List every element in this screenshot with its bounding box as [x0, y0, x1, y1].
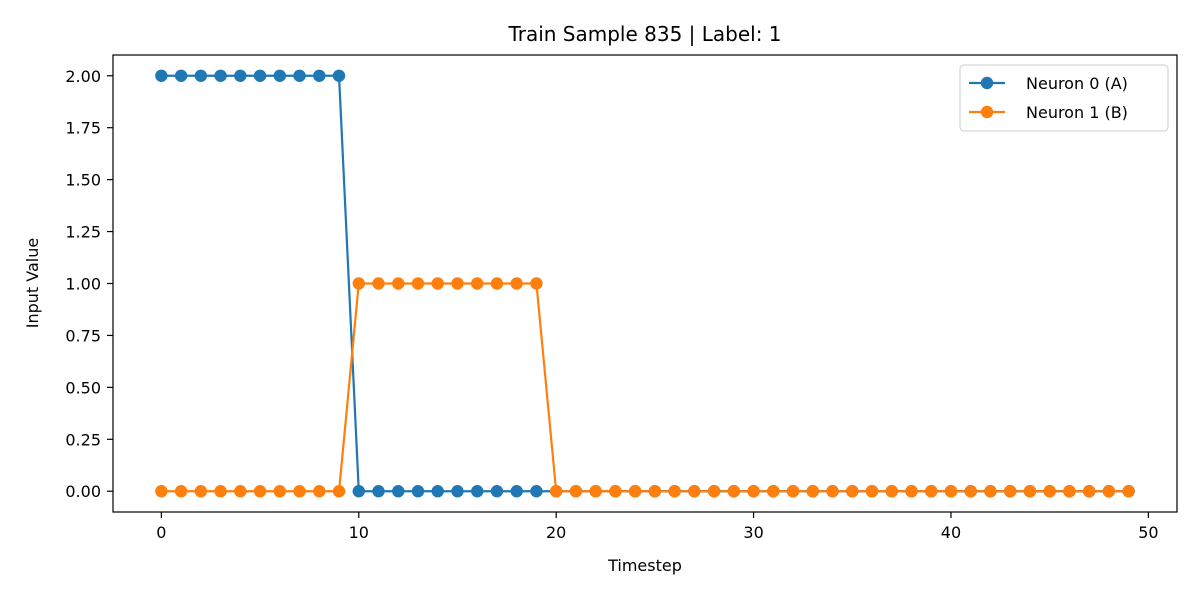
series-1-point	[727, 485, 741, 498]
series-0-point	[392, 485, 405, 498]
series-0-point	[332, 69, 346, 82]
series-1-point	[609, 485, 622, 498]
series-1-point	[490, 277, 504, 290]
y-tick-label: 1.75	[65, 119, 101, 138]
series-1-point	[411, 277, 425, 290]
y-tick-label: 1.25	[65, 223, 101, 242]
series-0-point	[451, 485, 464, 498]
x-tick-label: 0	[156, 523, 166, 542]
series-1-point	[826, 485, 839, 498]
series-1-point	[431, 277, 444, 290]
series-1-point	[688, 485, 701, 498]
series-1-point	[1063, 485, 1076, 498]
series-1-point	[510, 277, 523, 290]
series-1-point	[944, 485, 958, 498]
series-line-1	[161, 282, 1129, 493]
series-1-point	[865, 485, 879, 498]
axes: 0 10 20 30 40 50 0.00 0.25 0.50 0.75 1.00 1.25 1.50 1…	[65, 54, 1178, 542]
y-tick-label: 0.00	[65, 482, 101, 501]
series-1-point	[174, 485, 188, 498]
series-1-point	[234, 485, 247, 498]
y-tick-label: 1.50	[65, 171, 101, 190]
series-1-point	[806, 485, 819, 498]
series-1-point	[293, 485, 306, 498]
series-1-point	[1003, 485, 1017, 498]
series-1-point	[984, 485, 997, 498]
series-1-point	[569, 485, 583, 498]
series-0-point	[313, 69, 326, 82]
series-1-point	[313, 485, 326, 498]
series-0-point	[253, 69, 267, 82]
series-1-point	[332, 485, 346, 498]
series-0-point	[490, 485, 504, 498]
series-1-point	[372, 277, 385, 290]
x-tick-label: 20	[546, 523, 566, 542]
y-tick-label: 0.50	[65, 378, 101, 397]
series-1-point	[925, 485, 938, 498]
series-1-point	[451, 277, 464, 290]
series-1-point	[194, 485, 208, 498]
series-1-point	[846, 485, 859, 498]
series-1-point	[471, 277, 484, 290]
y-tick-label: 2.00	[65, 67, 101, 86]
series-1-point	[1082, 485, 1096, 498]
series-1-point	[1043, 485, 1056, 498]
series-1-point	[905, 485, 918, 498]
y-axis-label: Input Value	[23, 238, 42, 328]
series-1-point	[707, 485, 721, 498]
series-1-point	[392, 277, 405, 290]
series-1-point	[747, 485, 760, 498]
y-tick-label: 0.25	[65, 430, 101, 449]
series-1-point	[648, 485, 662, 498]
series-1-point	[1122, 485, 1135, 498]
x-tick-label: 30	[743, 523, 763, 542]
series-1-point	[964, 485, 977, 498]
x-axis-label: Timestep	[607, 556, 682, 575]
series-1-point	[767, 485, 780, 498]
series-1-point	[253, 485, 267, 498]
series-1-point	[549, 485, 563, 498]
series-1-point	[589, 485, 602, 498]
series-0-point	[471, 485, 484, 498]
plot-area	[155, 69, 1135, 498]
series-line-0	[161, 74, 1129, 493]
series-0-point	[155, 69, 168, 82]
x-tick-label: 10	[349, 523, 369, 542]
series-0-point	[352, 485, 365, 498]
legend-entry-label: Neuron 0 (A)	[1026, 74, 1128, 93]
y-tick-label: 1.00	[65, 275, 101, 294]
series-1-point	[352, 277, 365, 290]
series-0-point	[431, 485, 444, 498]
series-1-point	[214, 485, 227, 498]
series-1-point	[885, 485, 898, 498]
series-0-point	[174, 69, 188, 82]
legend: Neuron 0 (A) Neuron 1 (B)	[959, 64, 1169, 132]
series-1-point	[530, 277, 543, 290]
series-0-point	[273, 69, 287, 82]
series-0-point	[293, 69, 306, 82]
series-0-point	[411, 485, 425, 498]
series-1-point	[668, 485, 681, 498]
series-0-point	[214, 69, 227, 82]
chart-title: Train Sample 835 | Label: 1	[507, 22, 781, 46]
series-0-point	[372, 485, 385, 498]
series-1-point	[628, 485, 642, 498]
legend-marker	[980, 105, 994, 119]
series-1-point	[786, 485, 800, 498]
series-1-point	[155, 485, 168, 498]
series-1-point	[1023, 485, 1037, 498]
x-tick-label: 50	[1138, 523, 1158, 542]
legend-entry-label: Neuron 1 (B)	[1026, 103, 1128, 122]
series-0-point	[194, 69, 208, 82]
legend-box	[959, 64, 1169, 132]
x-tick-label: 40	[941, 523, 961, 542]
series-1-point	[1102, 485, 1116, 498]
series-1-point	[273, 485, 287, 498]
series-0-point	[234, 69, 247, 82]
legend-marker	[980, 76, 994, 90]
series-0-point	[530, 485, 543, 498]
y-tick-label: 0.75	[65, 326, 101, 345]
series-0-point	[510, 485, 523, 498]
